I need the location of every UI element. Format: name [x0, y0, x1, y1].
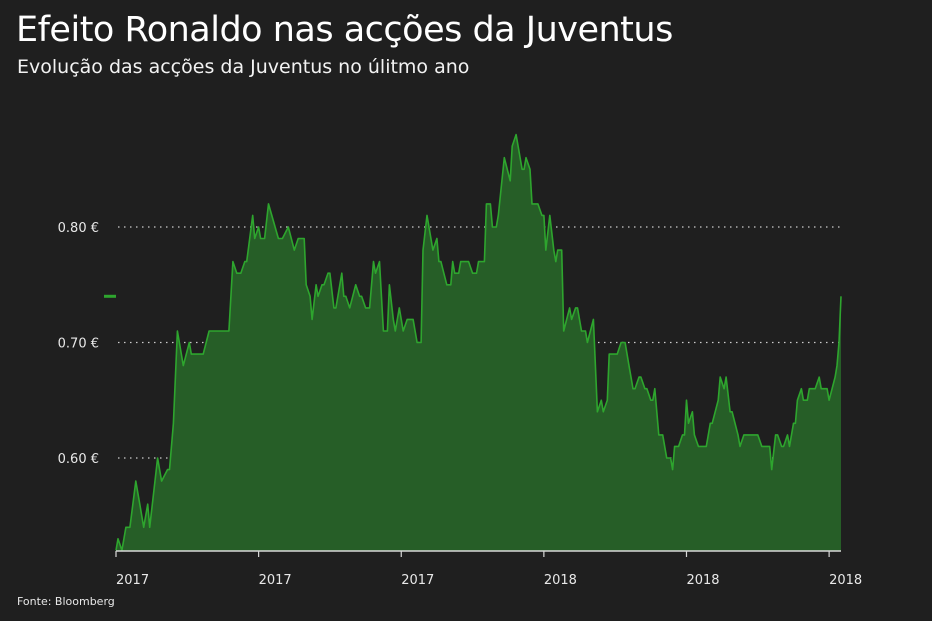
y-tick-label: 0.80 €: [58, 221, 99, 236]
x-tick-label: 2017: [259, 573, 292, 588]
last-value-marker: [104, 294, 116, 298]
x-tick-label: 2017: [116, 573, 149, 588]
x-axis: 2017 2017 2017 2018 2018 2018: [115, 550, 862, 588]
x-tick-label: 2018: [829, 573, 862, 588]
chart-title: Efeito Ronaldo nas acções da Juventus: [16, 10, 673, 50]
y-tick-label: 0.70 €: [58, 337, 99, 352]
price-line: [115, 133, 842, 552]
y-axis: 0.60 € 0.70 € 0.80 €: [58, 221, 99, 467]
price-area-fill: [116, 134, 841, 551]
x-tick-label: 2018: [686, 573, 719, 588]
x-tick-label: 2017: [401, 573, 434, 588]
source-note: Fonte: Bloomberg: [17, 595, 115, 608]
x-tick-label: 2018: [544, 573, 577, 588]
y-tick-label: 0.60 €: [58, 452, 99, 467]
chart-subtitle: Evolução das acções da Juventus no úlitm…: [17, 56, 470, 78]
